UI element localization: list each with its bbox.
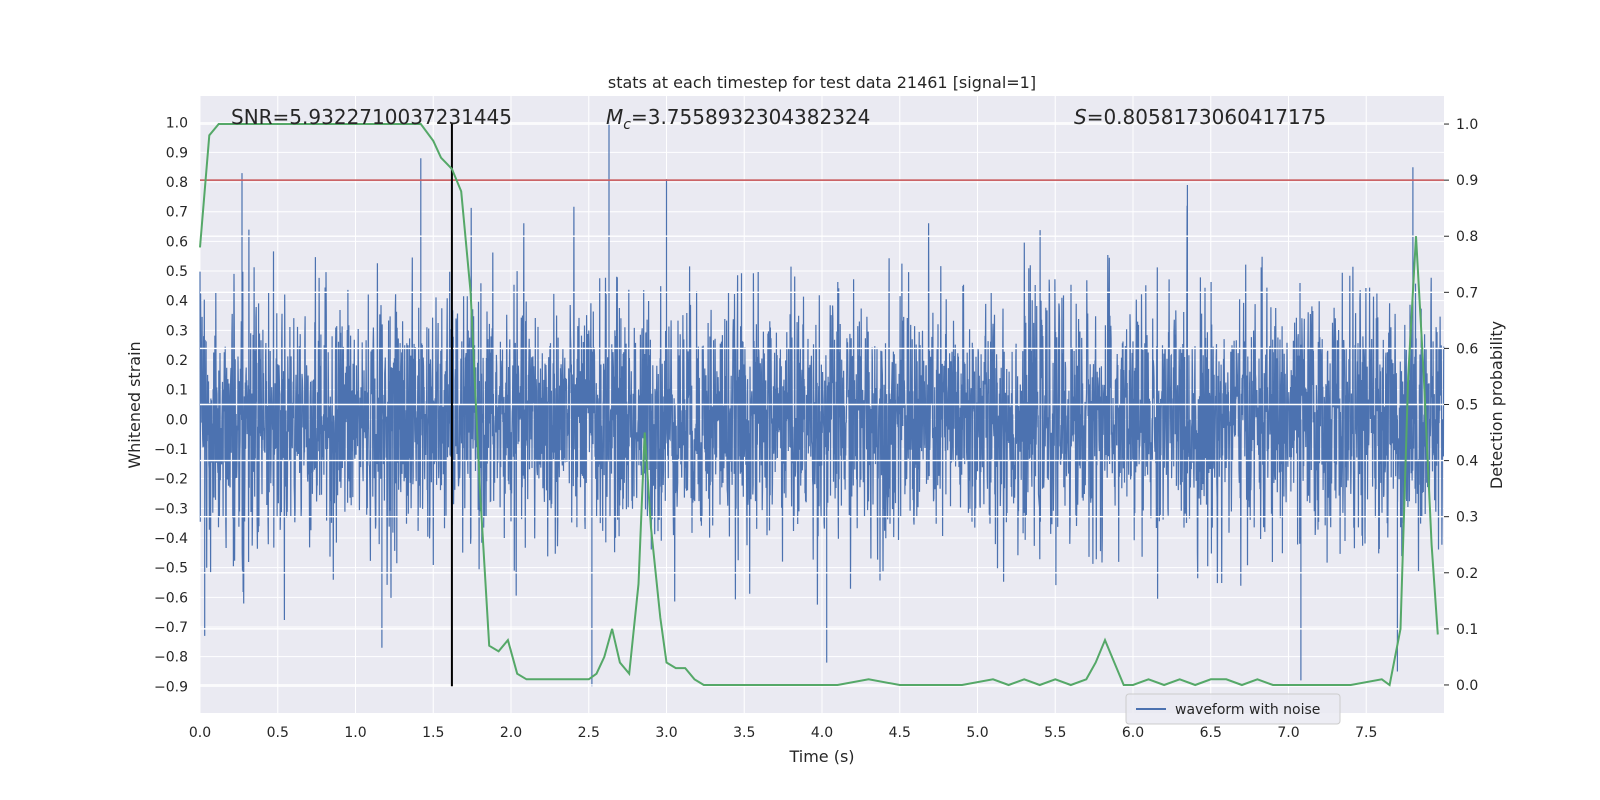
y-right-tick-label: 0.5 bbox=[1456, 398, 1478, 414]
y-left-tick-label: −0.1 bbox=[154, 442, 188, 458]
y-left-tick-label: 0.4 bbox=[166, 294, 188, 310]
y-right-tick-label: 0.8 bbox=[1456, 229, 1478, 245]
y-left-tick-label: −0.4 bbox=[154, 531, 188, 547]
chirp-mass-subscript: c bbox=[623, 117, 631, 133]
x-tick-label: 6.5 bbox=[1200, 725, 1222, 741]
x-tick-label: 7.5 bbox=[1355, 725, 1377, 741]
y-left-tick-label: −0.8 bbox=[154, 650, 188, 666]
x-tick-label: 0.5 bbox=[267, 725, 289, 741]
y-left-axis-label: Whitened strain bbox=[125, 341, 144, 468]
chart-title: stats at each timestep for test data 214… bbox=[608, 73, 1036, 92]
score-value: =0.8058173060417175 bbox=[1087, 105, 1326, 129]
y-right-tick-label: 0.9 bbox=[1456, 173, 1478, 189]
y-left-tick-label: 1.0 bbox=[166, 116, 188, 132]
y-left-tick-label: 0.0 bbox=[166, 412, 188, 428]
x-tick-label: 0.0 bbox=[189, 725, 211, 741]
y-right-tick-label: 0.6 bbox=[1456, 341, 1478, 357]
y-right-tick-label: 0.0 bbox=[1456, 678, 1478, 694]
y-right-tick-label: 1.0 bbox=[1456, 117, 1478, 133]
y-right-tick-label: 0.4 bbox=[1456, 454, 1478, 470]
snr-annotation: SNR=5.9322710037231445 bbox=[231, 105, 512, 129]
y-left-tick-label: −0.5 bbox=[154, 561, 188, 577]
x-tick-label: 1.5 bbox=[422, 725, 444, 741]
y-left-tick-label: 0.2 bbox=[166, 353, 188, 369]
y-right-tick-label: 0.7 bbox=[1456, 285, 1478, 301]
legend-box bbox=[1125, 693, 1341, 725]
y-left-tick-label: −0.3 bbox=[154, 501, 188, 517]
x-tick-label: 3.5 bbox=[733, 725, 755, 741]
y-right-tick-label: 0.3 bbox=[1456, 510, 1478, 526]
y-left-tick-label: −0.9 bbox=[154, 679, 188, 695]
x-tick-label: 3.0 bbox=[655, 725, 677, 741]
y-right-tick-labels: 0.0 0.1 0.2 0.3 0.4 0.5 0.6 0.7 0.8 0.9 1.0 bbox=[1444, 117, 1478, 694]
legend-label-waveform: waveform with noise bbox=[1175, 702, 1320, 718]
y-left-tick-label: 0.6 bbox=[166, 234, 188, 250]
chirp-mass-symbol: M bbox=[606, 105, 623, 129]
waveform-path bbox=[199, 122, 1445, 687]
x-tick-label: 2.5 bbox=[578, 725, 600, 741]
y-right-tick-label: 0.1 bbox=[1456, 622, 1478, 638]
y-right-tick-label: 0.2 bbox=[1456, 566, 1478, 582]
y-left-tick-label: 0.9 bbox=[166, 145, 188, 161]
y-left-tick-label: 0.3 bbox=[166, 323, 188, 339]
x-tick-label: 5.5 bbox=[1044, 725, 1066, 741]
y-left-tick-label: −0.6 bbox=[154, 590, 188, 606]
x-tick-label: 4.0 bbox=[811, 725, 833, 741]
score-symbol: S bbox=[1074, 105, 1087, 129]
x-tick-labels: 0.0 0.5 1.0 1.5 2.0 2.5 3.0 3.5 4.0 4.5 5.0 5.5 6.0 6… bbox=[189, 725, 1378, 741]
chirp-mass-value: =3.7558932304382324 bbox=[631, 105, 870, 129]
y-right-axis-label: Detection probability bbox=[1487, 321, 1506, 489]
waveform-series bbox=[199, 122, 1445, 687]
x-tick-label: 6.0 bbox=[1122, 725, 1144, 741]
chirp-mass-annotation: Mc=3.7558932304382324 bbox=[606, 105, 870, 133]
y-left-tick-label: −0.2 bbox=[154, 472, 188, 488]
x-tick-label: 2.0 bbox=[500, 725, 522, 741]
score-annotation: S=0.8058173060417175 bbox=[1074, 105, 1326, 129]
detection-probability-line bbox=[199, 123, 1439, 687]
x-axis-label: Time (s) bbox=[788, 747, 854, 766]
x-tick-label: 1.0 bbox=[344, 725, 366, 741]
x-tick-label: 7.0 bbox=[1277, 725, 1299, 741]
x-tick-label: 5.0 bbox=[966, 725, 988, 741]
y-left-tick-label: 0.8 bbox=[166, 175, 188, 191]
x-tick-label: 4.5 bbox=[889, 725, 911, 741]
y-left-tick-label: 0.5 bbox=[166, 264, 188, 280]
y-left-tick-label: 0.7 bbox=[166, 205, 188, 221]
y-left-tick-label: −0.7 bbox=[154, 620, 188, 636]
legend: waveform with noise bbox=[1125, 693, 1341, 725]
y-left-tick-labels: −0.9 −0.8 −0.7 −0.6 −0.5 −0.4 −0.3 −0.2 −0.1 0.0 0… bbox=[154, 116, 188, 696]
y-left-tick-label: 0.1 bbox=[166, 383, 188, 399]
